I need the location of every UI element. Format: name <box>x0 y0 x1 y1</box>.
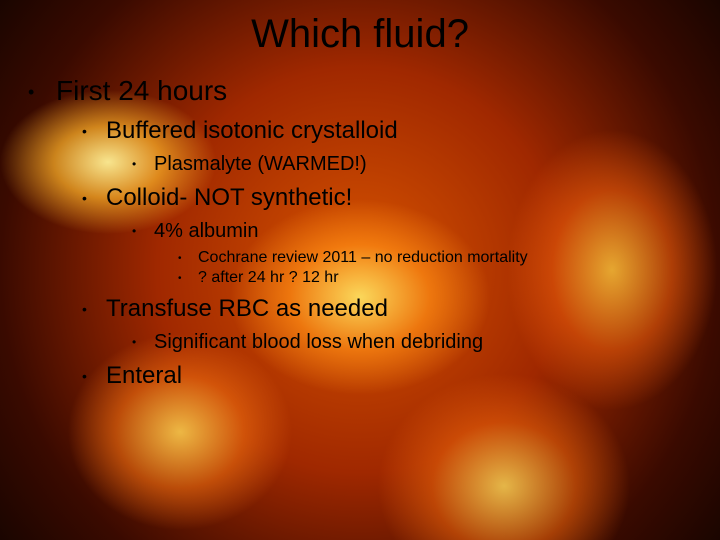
l2-item: Colloid- NOT synthetic! 4% albumin Cochr… <box>82 184 692 287</box>
l3-text: Significant blood loss when debriding <box>154 331 483 353</box>
bullet-list-level2: Buffered isotonic crystalloid Plasmalyte… <box>82 117 692 390</box>
l2-text: Enteral <box>106 362 182 389</box>
l2-text: Transfuse RBC as needed <box>106 295 388 322</box>
slide: Which fluid? First 24 hours Buffered iso… <box>0 0 720 540</box>
l2-text: Buffered isotonic crystalloid <box>106 117 398 144</box>
bullet-list-level3: 4% albumin Cochrane review 2011 – no red… <box>132 220 692 287</box>
l3-item: Significant blood loss when debriding <box>132 331 692 354</box>
l2-item: Buffered isotonic crystalloid Plasmalyte… <box>82 117 692 176</box>
bullet-list-level4: Cochrane review 2011 – no reduction mort… <box>178 249 692 287</box>
l2-text: Colloid- NOT synthetic! <box>106 184 352 211</box>
l3-item: 4% albumin Cochrane review 2011 – no red… <box>132 220 692 287</box>
bullet-list-level1: First 24 hours Buffered isotonic crystal… <box>28 75 692 390</box>
bullet-list-level3: Significant blood loss when debriding <box>132 331 692 354</box>
bullet-list-level3: Plasmalyte (WARMED!) <box>132 153 692 176</box>
l2-item: Transfuse RBC as needed Significant bloo… <box>82 295 692 354</box>
l4-item: ? after 24 hr ? 12 hr <box>178 269 692 287</box>
l4-item: Cochrane review 2011 – no reduction mort… <box>178 249 692 267</box>
l2-item: Enteral <box>82 362 692 390</box>
slide-title: Which fluid? <box>28 12 692 57</box>
l3-text: 4% albumin <box>154 220 259 242</box>
l3-text: Plasmalyte (WARMED!) <box>154 153 367 175</box>
l4-text: Cochrane review 2011 – no reduction mort… <box>198 249 528 266</box>
l1-text: First 24 hours <box>56 75 227 106</box>
l3-item: Plasmalyte (WARMED!) <box>132 153 692 176</box>
l4-text: ? after 24 hr ? 12 hr <box>198 269 339 286</box>
l1-item: First 24 hours Buffered isotonic crystal… <box>28 75 692 390</box>
